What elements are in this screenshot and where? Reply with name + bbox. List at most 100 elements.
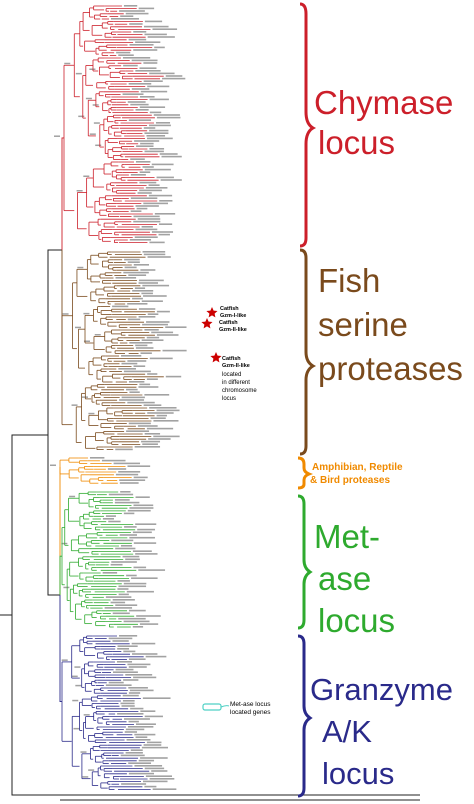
leaf-label-mark (119, 534, 138, 536)
leaf-label-mark (147, 313, 159, 315)
leaf-label-mark (124, 258, 140, 261)
catfish-1-line-1: Catfish (220, 306, 239, 312)
leaf-label-mark (140, 90, 168, 93)
leaf-label-mark (135, 344, 148, 347)
support-value-mark (83, 714, 90, 716)
leaf-label-mark (108, 681, 124, 684)
leaf-label-mark (134, 287, 146, 289)
backbone-branch (59, 555, 62, 595)
leaf-label-mark (134, 765, 163, 767)
leaf-label-mark (115, 277, 137, 279)
leaf-label-mark (150, 417, 166, 419)
leaf-label-mark (133, 31, 147, 33)
leaf-label-mark (123, 64, 138, 67)
leaf-label-mark (141, 339, 164, 341)
leaf-label-mark (149, 778, 175, 780)
leaf-label-mark (119, 482, 139, 484)
granzyme-label-line-2: A/K (322, 714, 372, 749)
amphibian-label-line-1: Amphibian, Reptile (312, 462, 403, 473)
leaf-label-mark (139, 189, 162, 192)
leaf-label-mark (153, 420, 179, 422)
leaf-label-mark (139, 67, 157, 69)
leaf-label-mark (147, 256, 171, 258)
leaf-label-mark (136, 615, 161, 617)
leaf-label-mark (102, 518, 114, 520)
leaf-label-mark (151, 770, 168, 772)
leaf-label-mark (156, 409, 180, 412)
leaf-label-mark (120, 545, 133, 547)
leaf-label-mark (148, 184, 160, 186)
leaf-label-mark (121, 396, 145, 399)
catfish-3-line-3: located (222, 372, 241, 378)
metase-bracket (297, 494, 313, 630)
leaf-label-mark (108, 493, 134, 496)
leaf-label-mark (133, 365, 146, 367)
leaf-label-mark (142, 323, 168, 326)
support-value-mark (75, 684, 82, 687)
leaf-label-mark (149, 241, 165, 244)
catfish-2-line-2: Gzm-II-like (219, 327, 247, 333)
leaf-label-mark (115, 668, 134, 671)
metase-label-line-1: Met- (314, 518, 380, 555)
leaf-label-mark (142, 284, 170, 287)
leaf-label-mark (127, 318, 141, 321)
leaf-label-mark (142, 697, 171, 699)
leaf-label-mark (159, 200, 173, 202)
metase-located-genes-annotation: Met-ase locus located genes (202, 701, 271, 716)
leaf-label-mark (117, 588, 129, 590)
leaf-label-mark (142, 443, 158, 445)
granzyme-label-line-3: locus (322, 756, 394, 791)
leaf-label-mark (128, 83, 152, 85)
leaf-label-mark (133, 676, 157, 679)
leaf-label-mark (133, 542, 157, 544)
leaf-label-mark (122, 555, 140, 558)
leaf-label-mark (126, 739, 151, 741)
leaf-label-mark (132, 531, 152, 534)
leaf-label-mark (144, 168, 171, 171)
leaf-label-mark (104, 607, 133, 609)
leaf-label-mark (146, 321, 170, 323)
leaf-label-mark (149, 129, 169, 132)
leaf-label-mark (135, 723, 156, 725)
leaf-label-mark (111, 18, 139, 20)
leaf-label-mark (149, 357, 173, 360)
leaf-label-mark (124, 526, 137, 528)
leaf-label-mark (141, 226, 153, 228)
leaf-label-mark (144, 715, 163, 718)
leaf-label-mark (125, 12, 149, 15)
leaf-label-mark (118, 54, 134, 56)
leaf-label-mark (143, 80, 163, 82)
support-value-mark (76, 190, 83, 192)
leaf-label-mark (155, 122, 171, 124)
support-value-mark (85, 97, 92, 100)
leaf-label-mark (127, 509, 151, 512)
leaf-label-mark (136, 207, 148, 210)
support-value-mark (77, 266, 84, 269)
leaf-label-mark (102, 572, 118, 574)
leaf-label-mark (119, 399, 145, 401)
leaf-label-mark (127, 663, 151, 666)
chymase-bracket (299, 2, 317, 248)
leaf-label-mark (135, 496, 150, 498)
leaf-label-mark (105, 684, 132, 686)
leaf-label-mark (115, 448, 133, 451)
metase-clade-tree (61, 491, 166, 628)
leaf-label-mark (149, 407, 177, 409)
leaf-label-mark (147, 85, 170, 88)
support-value-mark (75, 326, 82, 329)
leaf-label-mark (111, 561, 137, 563)
leaf-label-mark (139, 623, 159, 625)
leaf-label-mark (161, 155, 182, 158)
support-value-mark (83, 340, 90, 342)
leaf-label-mark (146, 427, 174, 430)
leaf-label-mark (117, 713, 144, 715)
leaf-label-mark (101, 459, 126, 462)
leaf-label-mark (127, 303, 148, 305)
leaf-label-mark (135, 736, 148, 738)
leaf-label-mark (129, 44, 154, 46)
leaf-label-mark (138, 7, 155, 10)
support-value-mark (54, 135, 60, 137)
leaf-label-mark (130, 210, 142, 212)
leaf-label-mark (156, 334, 179, 336)
leaf-label-mark (124, 731, 138, 733)
